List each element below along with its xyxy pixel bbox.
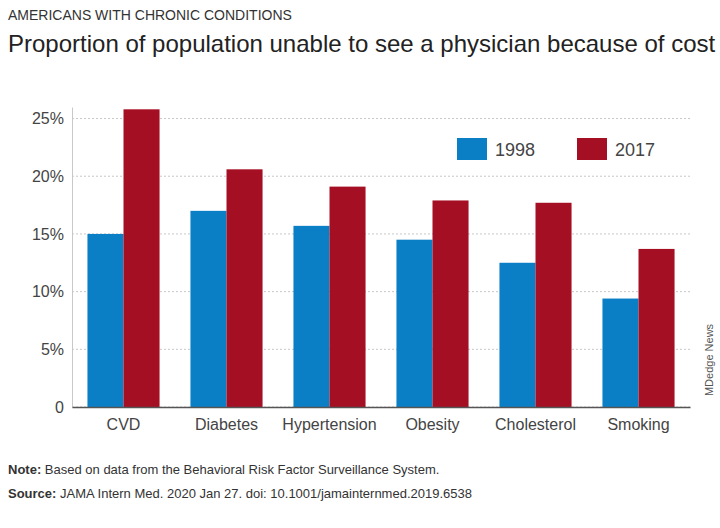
credit: MDedge News bbox=[703, 323, 715, 396]
bar bbox=[396, 240, 432, 407]
y-tick: 25% bbox=[32, 110, 72, 127]
legend-swatch bbox=[577, 138, 607, 160]
bar bbox=[227, 169, 263, 407]
bar bbox=[639, 249, 675, 407]
x-tick-label: Diabetes bbox=[195, 416, 258, 433]
y-tick: 5% bbox=[41, 341, 72, 358]
subtitle: AMERICANS WITH CHRONIC CONDITIONS bbox=[8, 7, 292, 23]
y-tick-label: 10% bbox=[32, 283, 64, 300]
bar bbox=[536, 203, 572, 407]
y-tick: 20% bbox=[32, 168, 72, 185]
annotation: Source: JAMA Intern Med. 2020 Jan 27. do… bbox=[8, 486, 472, 501]
grid-line bbox=[72, 291, 690, 292]
bar bbox=[124, 109, 160, 407]
legend-label: 1998 bbox=[495, 140, 535, 160]
x-axis: CVD Diabetes Hypertension Obesity Cholestero… bbox=[73, 407, 691, 433]
grid-line bbox=[72, 118, 690, 119]
y-axis: 0 5% 10% 15% 20% 25% bbox=[32, 108, 73, 416]
legend-label: 2017 bbox=[615, 140, 655, 160]
annotation: Note: Based on data from the Behavioral … bbox=[8, 462, 439, 477]
y-tick: 0 bbox=[55, 399, 72, 416]
bar bbox=[602, 299, 638, 407]
x-tick: Diabetes bbox=[195, 407, 258, 433]
x-tick-label: Cholesterol bbox=[495, 416, 576, 433]
y-tick-label: 0 bbox=[55, 399, 64, 416]
x-axis-line bbox=[73, 407, 691, 409]
annotations: Note: Based on data from the Behavioral … bbox=[8, 323, 715, 501]
bar bbox=[433, 200, 469, 407]
x-tick-label: CVD bbox=[107, 416, 141, 433]
y-tick-label: 20% bbox=[32, 168, 64, 185]
x-tick: Cholesterol bbox=[495, 407, 576, 433]
bar bbox=[330, 187, 366, 407]
bar bbox=[293, 226, 329, 407]
grid bbox=[72, 119, 690, 407]
y-tick-label: 25% bbox=[32, 110, 64, 127]
grid-line bbox=[72, 176, 690, 177]
x-tick: CVD bbox=[107, 407, 141, 433]
title: Proportion of population unable to see a… bbox=[8, 30, 715, 57]
y-tick: 15% bbox=[32, 226, 72, 243]
legend: 1998 2017 bbox=[457, 138, 655, 160]
x-tick-label: Obesity bbox=[405, 416, 459, 433]
x-tick: Hypertension bbox=[282, 407, 376, 433]
y-tick-label: 15% bbox=[32, 226, 64, 243]
y-axis-line bbox=[72, 108, 73, 408]
x-tick-label: Smoking bbox=[607, 416, 669, 433]
bar bbox=[190, 211, 226, 407]
x-tick-label: Hypertension bbox=[282, 416, 376, 433]
bar bbox=[87, 234, 123, 407]
x-tick: Obesity bbox=[405, 407, 459, 433]
y-tick-label: 5% bbox=[41, 341, 64, 358]
grid-line bbox=[72, 233, 690, 234]
chart: AMERICANS WITH CHRONIC CONDITIONS Proport… bbox=[0, 0, 720, 528]
grid-line bbox=[72, 407, 690, 408]
bars bbox=[87, 109, 674, 407]
legend-swatch bbox=[457, 138, 487, 160]
y-tick: 10% bbox=[32, 283, 72, 300]
bar bbox=[499, 263, 535, 407]
x-tick: Smoking bbox=[607, 407, 669, 433]
grid-line bbox=[72, 349, 690, 350]
